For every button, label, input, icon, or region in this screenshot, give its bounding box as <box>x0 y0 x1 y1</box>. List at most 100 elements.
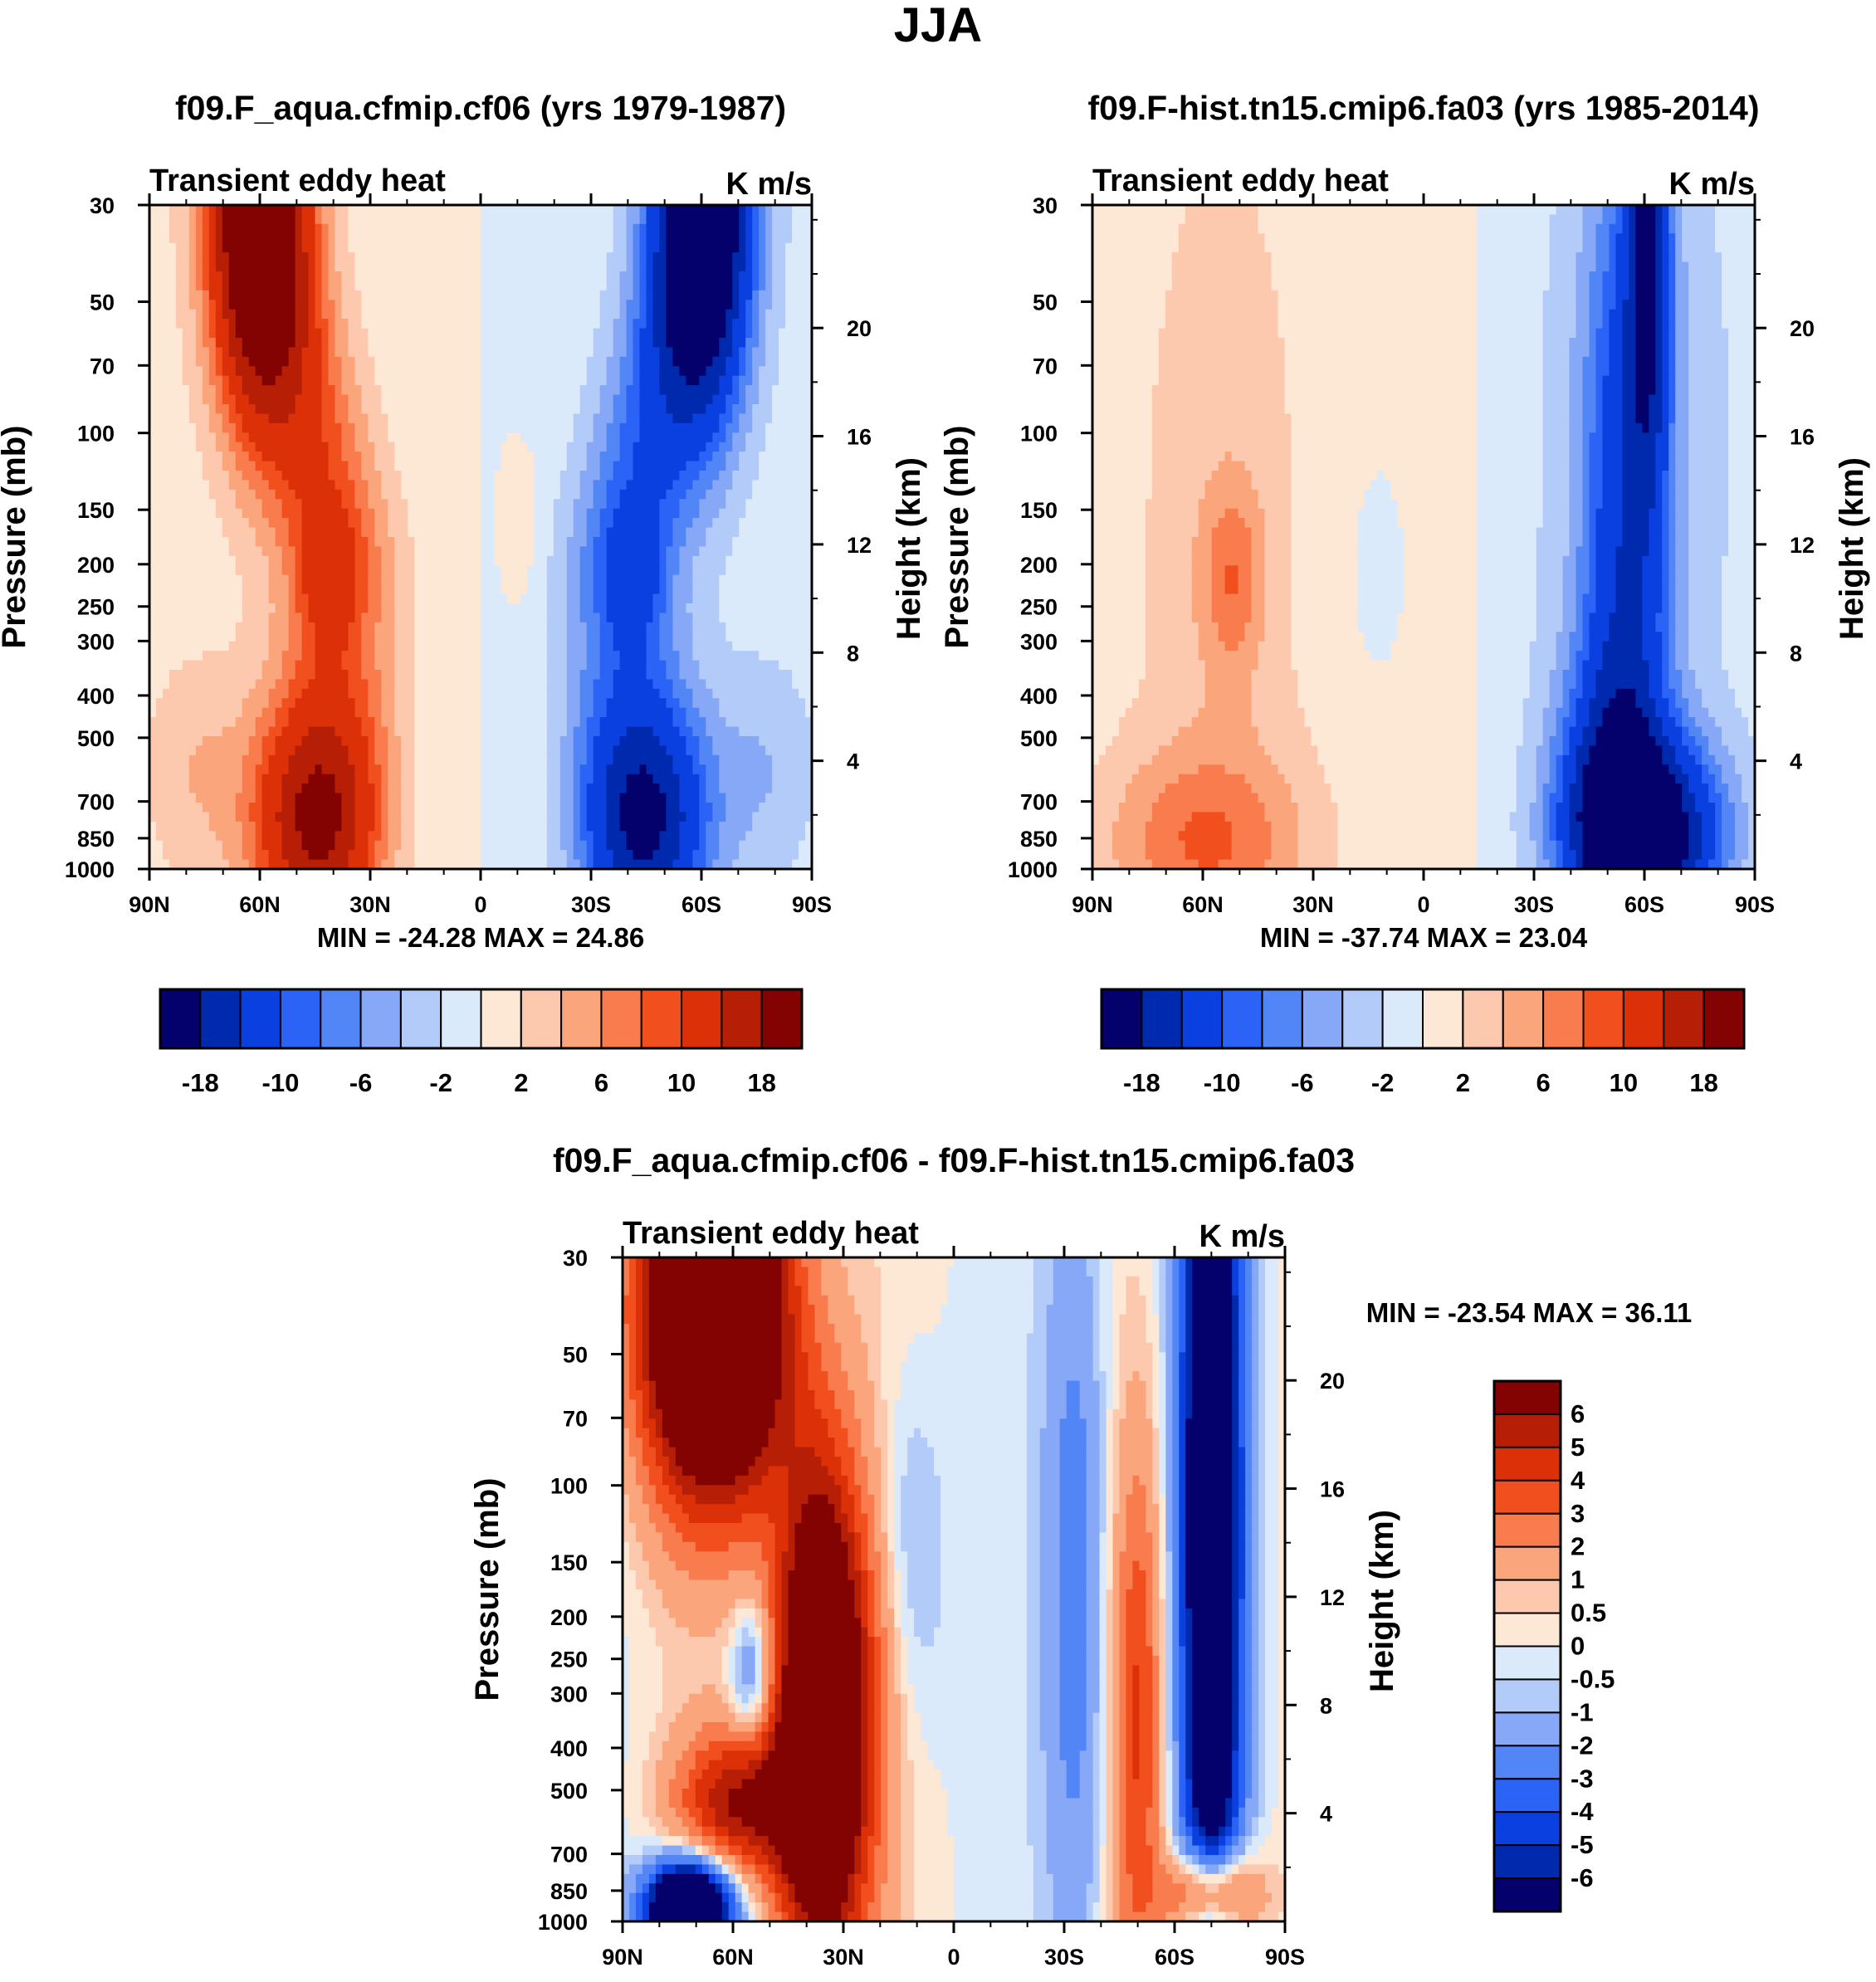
contour-cell <box>414 432 422 443</box>
contour-cell <box>368 328 375 339</box>
contour-cell <box>745 537 753 548</box>
contour-cell <box>506 404 515 415</box>
contour-cell <box>381 281 388 291</box>
contour-cell <box>149 452 157 462</box>
contour-cell <box>202 603 210 614</box>
contour-cell <box>633 565 641 576</box>
contour-cell <box>228 489 237 500</box>
contour-cell <box>261 394 270 405</box>
contour-cell <box>328 356 336 367</box>
contour-cell <box>606 471 614 481</box>
contour-cell <box>321 223 330 234</box>
contour-cell <box>208 537 217 548</box>
contour-cell <box>474 574 481 585</box>
contour-cell <box>447 660 455 671</box>
contour-cell <box>474 356 481 367</box>
contour-cell <box>686 375 693 386</box>
contour-cell <box>195 527 203 538</box>
contour-cell <box>427 404 435 415</box>
contour-cell <box>599 546 608 557</box>
contour-cell <box>481 584 488 595</box>
contour-cell <box>659 508 667 519</box>
contour-cell <box>526 603 535 614</box>
contour-cell <box>599 223 608 234</box>
contour-cell <box>408 452 415 462</box>
contour-cell <box>559 632 568 642</box>
contour-cell <box>559 223 568 234</box>
contour-cell <box>301 670 310 681</box>
contour-cell <box>188 281 197 291</box>
contour-cell <box>706 442 713 452</box>
contour-cell <box>613 356 621 367</box>
contour-cell <box>421 422 428 433</box>
contour-cell <box>739 385 746 396</box>
contour-cell <box>506 613 515 623</box>
contour-cell <box>533 319 541 330</box>
contour-cell <box>626 670 634 681</box>
contour-cell <box>328 281 336 291</box>
contour-cell <box>526 670 535 681</box>
contour-cell <box>281 413 290 424</box>
contour-cell <box>182 603 190 614</box>
contour-cell <box>553 527 561 538</box>
contour-cell <box>799 442 806 452</box>
contour-cell <box>215 603 223 614</box>
contour-cell <box>155 281 164 291</box>
contour-cell <box>248 252 256 263</box>
contour-cell <box>295 518 303 529</box>
contour-cell <box>188 508 197 519</box>
contour-cell <box>481 233 488 244</box>
contour-cell <box>659 261 667 272</box>
contour-cell <box>559 471 568 481</box>
contour-cell <box>188 632 197 642</box>
contour-cell <box>579 261 588 272</box>
contour-cell <box>467 214 475 225</box>
contour-cell <box>275 366 283 377</box>
contour-cell <box>706 375 713 386</box>
contour-cell <box>633 300 641 310</box>
contour-cell <box>692 309 700 320</box>
contour-cell <box>553 214 561 225</box>
contour-cell <box>785 413 793 424</box>
contour-cell <box>792 546 799 557</box>
contour-cell <box>672 670 680 681</box>
contour-cell <box>268 261 276 272</box>
contour-cell <box>235 394 243 405</box>
contour-cell <box>408 622 415 632</box>
contour-cell <box>500 300 508 310</box>
contour-cell <box>175 366 183 377</box>
contour-cell <box>779 338 786 349</box>
contour-cell <box>354 300 362 310</box>
contour-cell <box>553 413 561 424</box>
contour-cell <box>759 537 766 548</box>
contour-cell <box>275 404 283 415</box>
contour-cell <box>328 223 336 234</box>
contour-cell <box>208 527 217 538</box>
contour-cell <box>308 670 316 681</box>
contour-cell <box>381 404 388 415</box>
contour-cell <box>559 651 568 661</box>
contour-cell <box>646 593 654 604</box>
contour-cell <box>474 565 481 576</box>
contour-cell <box>215 555 223 566</box>
contour-cell <box>553 432 561 443</box>
contour-cell <box>228 574 237 585</box>
contour-cell <box>281 394 290 405</box>
contour-cell <box>461 489 468 500</box>
contour-cell <box>315 205 323 216</box>
contour-cell <box>493 252 501 263</box>
contour-cell <box>533 622 541 632</box>
contour-cell <box>493 508 501 519</box>
contour-cell <box>652 546 661 557</box>
contour-cell <box>553 565 561 576</box>
contour-cell <box>586 574 594 585</box>
contour-cell <box>526 432 535 443</box>
contour-cell <box>242 603 250 614</box>
contour-cell <box>149 233 157 244</box>
contour-cell <box>639 651 647 661</box>
contour-cell <box>155 670 164 681</box>
contour-cell <box>441 404 448 415</box>
contour-cell <box>281 660 290 671</box>
contour-cell <box>513 328 521 339</box>
contour-cell <box>281 537 290 548</box>
